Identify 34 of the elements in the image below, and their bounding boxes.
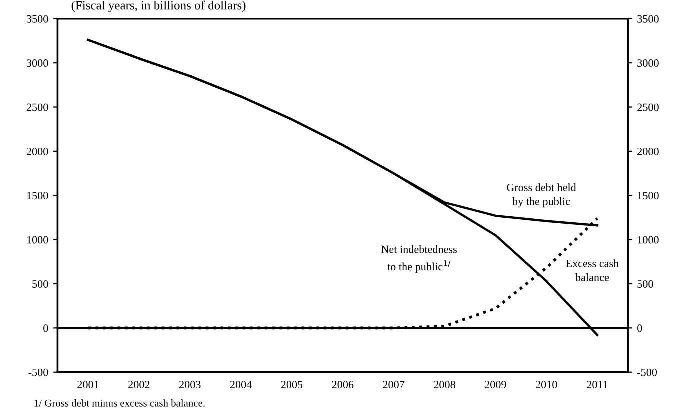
y2-tick-label: 0 — [638, 324, 642, 332]
y2-tick-label: 2000 — [638, 148, 659, 156]
x-tick-label: 2010 — [536, 381, 558, 389]
y-tick-label: 1500 — [27, 192, 48, 200]
y2-tick-label: 1500 — [638, 192, 659, 200]
x-tick-label: 2001 — [78, 381, 99, 389]
y-tick-label: -500 — [28, 368, 48, 376]
y2-tick-label: 3500 — [638, 15, 659, 23]
x-tick-label: 2008 — [434, 381, 456, 389]
x-tick-label: 2005 — [281, 381, 303, 389]
x-tick-label: 2009 — [485, 381, 506, 389]
y2-tick-label: 1000 — [638, 236, 659, 244]
x-tick-label: 2003 — [179, 381, 201, 389]
text: 1/ Gross debt minus excess cash balance. — [34, 400, 205, 407]
y-tick-label: 0 — [44, 324, 48, 332]
y2-tick-label: 500 — [638, 280, 654, 288]
x-tick-label: 2007 — [383, 381, 405, 389]
x-tick-label: 2011 — [587, 381, 608, 389]
y-tick-label: 1000 — [27, 236, 48, 244]
x-tick-label: 2006 — [332, 381, 354, 389]
x-tick-label: 2002 — [128, 381, 150, 389]
y-tick-label: 2000 — [26, 148, 48, 156]
text: Net indebtedness to the public$^{1/}$ — [381, 246, 457, 273]
chart-title: (Fiscal years, in billions of dollars) — [72, 0, 246, 12]
x-tick-label: 2004 — [230, 381, 252, 389]
y2-tick-label: 3000 — [638, 60, 659, 68]
y-tick-label: 500 — [32, 280, 48, 288]
series-label: Excess cash balance — [566, 260, 619, 282]
y2-tick-label: -500 — [638, 368, 658, 376]
y-tick-label: 3500 — [26, 15, 48, 23]
series-label: Gross debt held by the public — [507, 184, 576, 208]
y2-tick-label: 2500 — [638, 104, 659, 112]
y-tick-label: 2500 — [26, 104, 48, 112]
y-tick-label: 3000 — [26, 60, 48, 68]
